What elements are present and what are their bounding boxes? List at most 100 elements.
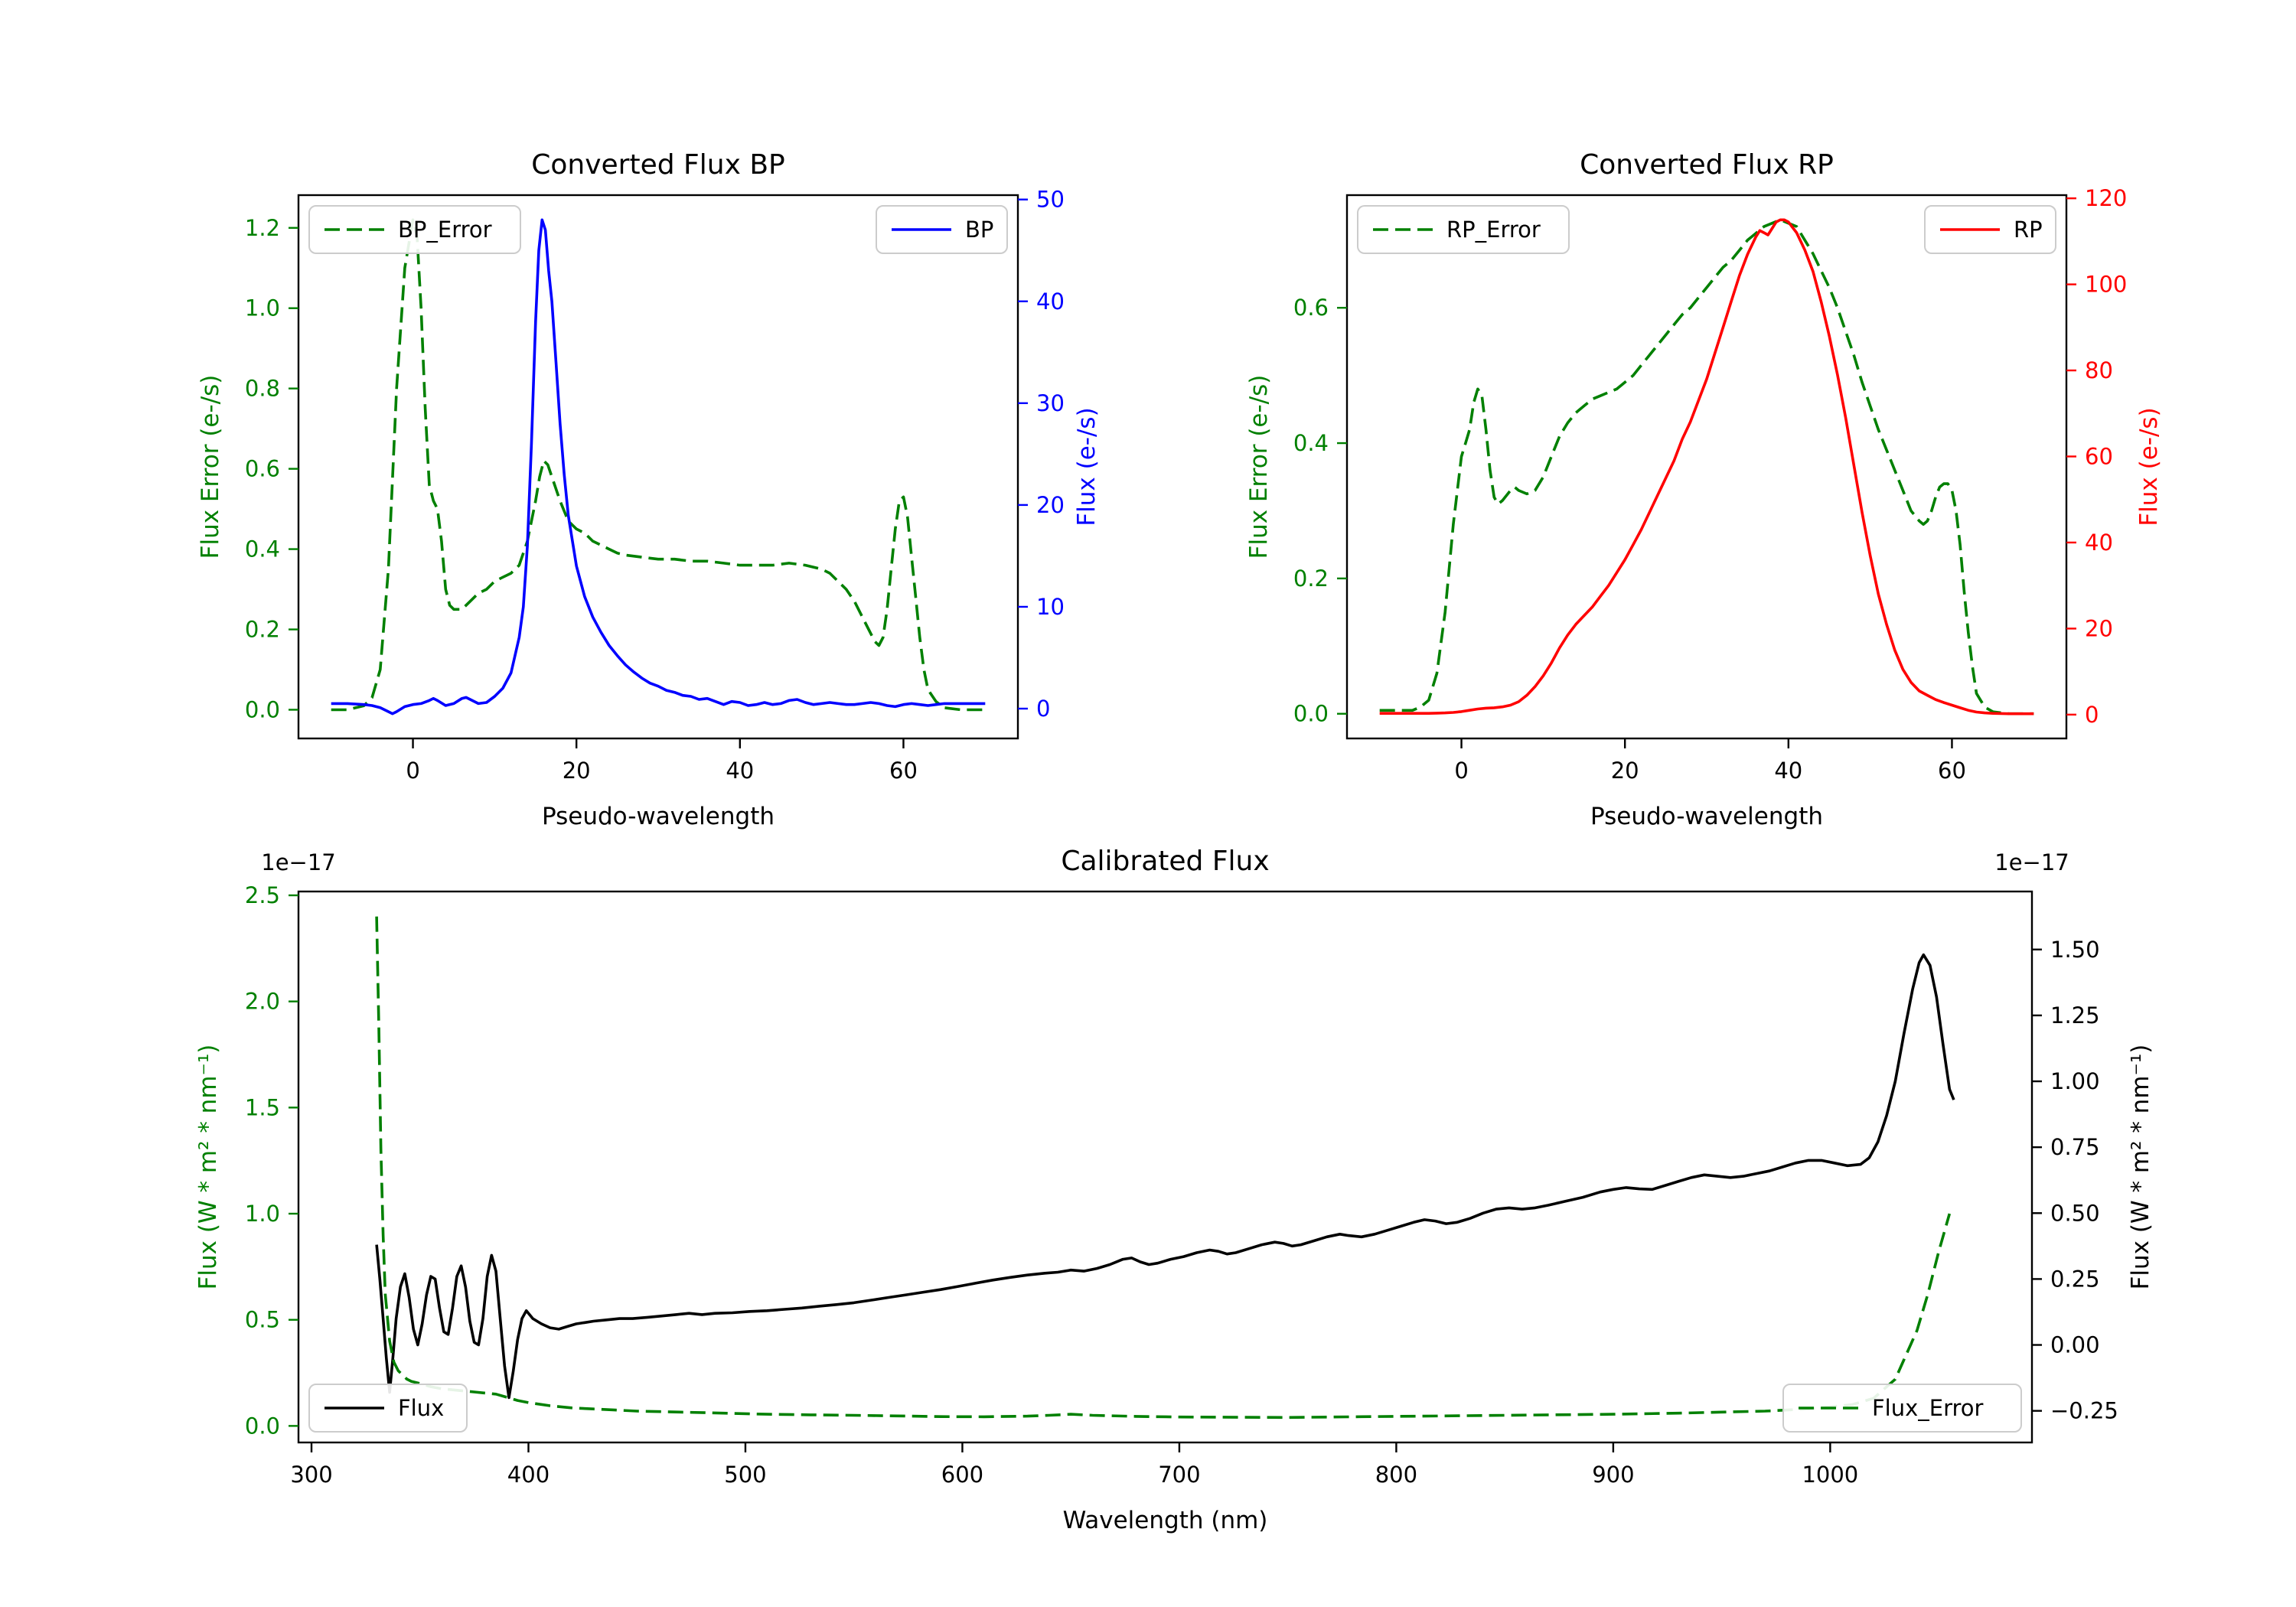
right-y-axis-label: Flux (e-/s) [1073,407,1101,526]
y-tick-label: 1.0 [245,295,280,321]
x-tick-label: 60 [1938,758,1966,784]
y-tick-label: 0.2 [245,617,280,643]
x-tick-label: 500 [724,1462,766,1488]
x-tick-label: 900 [1592,1462,1634,1488]
x-tick-label: 600 [941,1462,983,1488]
y-tick-label: 0.50 [2050,1200,2100,1226]
left-y-axis: 0.0 0.2 0.4 0.6 0.8 1.0 1.2 Flux Error (e-/s) [197,215,298,722]
left-y-axis-label: Flux (W * m² * nm⁻¹) [194,1045,222,1290]
legend-label: BP_Error [398,217,492,243]
y-tick-label: 10 [1036,594,1065,620]
right-y-axis-label: Flux (e-/s) [2135,407,2163,526]
x-tick-label: 60 [889,758,918,784]
chart-title: Converted Flux BP [531,149,784,181]
legend-label: Flux [398,1395,444,1421]
legend-label: RP [2014,217,2043,243]
y-tick-label: 1.2 [245,215,280,241]
y-tick-label: 120 [2085,185,2127,211]
y-tick-label: 1.00 [2050,1068,2100,1094]
y-tick-label: 0.4 [1293,430,1329,456]
y-tick-label: 0.8 [245,376,280,402]
y-tick-label: 1.50 [2050,937,2100,963]
right-y-axis: 0 10 20 30 40 50 Flux (e-/s) [1018,187,1101,722]
series-line-rp [1379,218,2034,715]
y-tick-label: 1.25 [2050,1002,2100,1028]
right-y-axis: 0 20 40 60 80 100 120 Flux (e-/s) [2066,185,2163,728]
y-tick-label: 0.2 [1293,566,1329,592]
x-tick-label: 300 [290,1462,332,1488]
y-tick-label: 80 [2085,357,2113,383]
y-tick-label: 0.0 [245,696,280,722]
chart-title: Converted Flux RP [1580,149,1834,181]
y-tick-label: 0.4 [245,536,280,562]
plot-frame [297,194,1019,740]
x-axis: 0 20 40 60 [1454,738,1966,784]
legend-flux_error: Flux_Error [1782,1384,2022,1433]
series-line-flux [375,953,1955,1400]
x-axis: 300 400 500 600 700 800 900 1000 [290,1442,1858,1488]
y-tick-label: 0.6 [1293,295,1329,321]
y-tick-label: 100 [2085,272,2127,298]
y-tick-label: 20 [2085,615,2113,641]
x-axis: 0 20 40 60 [406,738,918,784]
y-tick-label: 0.5 [245,1307,280,1333]
y-tick-label: 40 [1036,288,1065,315]
y-tick-label: 2.0 [245,989,280,1015]
left-y-axis-label: Flux Error (e-/s) [1245,375,1273,559]
x-axis-label: Wavelength (nm) [1063,1507,1268,1534]
series-line-bp_error [331,218,986,712]
x-tick-label: 40 [726,758,754,784]
x-tick-label: 1000 [1802,1462,1858,1488]
left-y-axis: 0.0 0.5 1.0 1.5 2.0 2.5 Flux (W * m² * nm⁻¹) 1e… [194,849,336,1439]
legend-label: BP [965,217,993,243]
legend-rp_error: RP_Error [1357,205,1570,254]
y-tick-label: 0.0 [1293,701,1329,727]
x-axis-label: Pseudo-wavelength [1590,803,1823,830]
plot-frame [1345,194,2068,740]
y-tick-label: 2.5 [245,882,280,908]
legend-rp: RP [1924,205,2056,254]
right-axis-offset-text: 1e−17 [1994,849,2069,875]
legend-label: RP_Error [1446,217,1541,243]
chart-cal: 300 400 500 600 700 800 900 1000 Wavelength (nm)… [194,846,2154,1534]
x-tick-label: 700 [1158,1462,1200,1488]
left-y-axis-label: Flux Error (e-/s) [197,375,224,559]
y-tick-label: 0.00 [2050,1332,2100,1358]
y-tick-label: 0.25 [2050,1266,2100,1292]
left-y-axis: 0.0 0.2 0.4 0.6 Flux Error (e-/s) [1245,295,1347,727]
chart-rp: 0 20 40 60 Pseudo-wavelength 0.0 0.2 0.4 0.6 Flux… [1245,149,2163,830]
y-tick-label: 1.0 [245,1201,280,1227]
y-tick-label: 0.6 [245,456,280,482]
x-tick-label: 0 [1454,758,1468,784]
legend-box [1357,205,1570,254]
left-axis-offset-text: 1e−17 [261,849,336,875]
y-tick-label: 20 [1036,492,1065,518]
y-tick-label: 0 [2085,702,2099,728]
x-tick-label: 400 [507,1462,550,1488]
legend-flux: Flux [308,1384,468,1433]
right-y-axis-label: Flux (W * m² * nm⁻¹) [2127,1045,2154,1290]
y-tick-label: −0.25 [2050,1398,2118,1424]
y-tick-label: 60 [2085,444,2113,470]
y-tick-label: 0 [1036,696,1050,722]
y-tick-label: 50 [1036,187,1065,213]
legend-box [308,1384,468,1433]
series-line-bp [331,218,986,715]
x-tick-label: 800 [1375,1462,1417,1488]
x-axis-label: Pseudo-wavelength [542,803,775,830]
legend-box [1782,1384,2022,1433]
y-tick-label: 1.5 [245,1094,280,1120]
legend-bp: BP [876,205,1008,254]
y-tick-label: 0.0 [245,1413,280,1439]
series-line-flux_error [375,916,1952,1420]
y-tick-label: 40 [2085,530,2113,556]
series-line-rp_error [1379,218,2034,715]
chart-bp: 0 20 40 60 Pseudo-wavelength 0.0 0.2 0.4 0.6 0.8 1… [197,149,1101,830]
legend-label: Flux_Error [1872,1395,1984,1421]
x-tick-label: 20 [1611,758,1639,784]
plot-frame [297,890,2033,1444]
y-tick-label: 30 [1036,390,1065,416]
legend-bp_error: BP_Error [308,205,521,254]
